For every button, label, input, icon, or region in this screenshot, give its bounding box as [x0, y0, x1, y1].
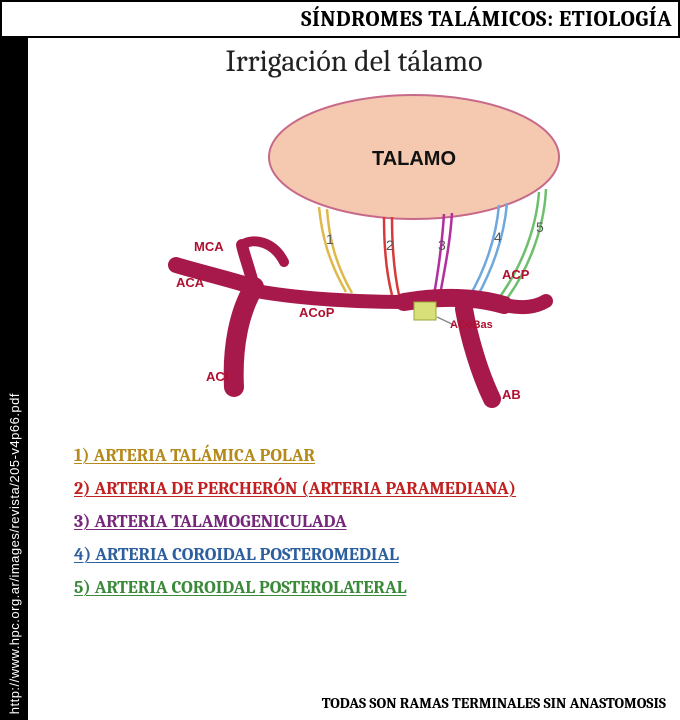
- artery-item-3: 3) ARTERIA TALAMOGENICULADA: [74, 511, 660, 532]
- artery-num: 2): [74, 478, 90, 499]
- content-area: Irrigación del tálamo TALAMO: [28, 38, 680, 720]
- artery-name: ARTERIA TALAMOGENICULADA: [94, 511, 346, 532]
- header-title: SÍNDROMES TALÁMICOS: ETIOLOGÍA: [301, 6, 672, 32]
- label-acp: ACP: [502, 267, 529, 282]
- source-rail: http://www.hpc.org.ar/images/revista/205…: [0, 38, 28, 720]
- artery-num: 3): [74, 511, 91, 532]
- label-aci: ACI: [206, 369, 228, 384]
- artery-item-1: 1) ARTERIA TALÁMICA POLAR: [74, 445, 660, 466]
- artery-name: ARTERIA COROIDAL POSTEROMEDIAL: [95, 544, 399, 565]
- label-mca: MCA: [194, 239, 224, 254]
- subtitle: Irrigación del tálamo: [38, 44, 670, 79]
- artery-item-4: 4) ARTERIA COROIDAL POSTEROMEDIAL: [74, 544, 660, 565]
- artery-name: ARTERIA TALÁMICA POLAR: [94, 445, 316, 466]
- artery-name: ARTERIA COROIDAL POSTEROLATERAL: [95, 577, 407, 598]
- vessel-num-5: 5: [536, 219, 544, 235]
- diagram-wrap: TALAMO: [38, 87, 670, 427]
- thalamus-diagram: TALAMO: [134, 87, 574, 427]
- label-acobas: ACoBas: [450, 319, 493, 331]
- vessel-num-2: 2: [386, 237, 394, 253]
- vessel-num-1: 1: [326, 231, 334, 247]
- artery-name: ARTERIA DE PERCHERÓN (ARTERIA PARAMEDIAN…: [94, 478, 516, 499]
- svg-text:TALAMO: TALAMO: [372, 148, 456, 170]
- artery-num: 4): [74, 544, 91, 565]
- vessel-num-4: 4: [494, 229, 502, 245]
- footer-note: TODAS SON RAMAS TERMINALES SIN ANASTOMOS…: [322, 694, 666, 712]
- artery-list: 1) ARTERIA TALÁMICA POLAR 2) ARTERIA DE …: [38, 445, 670, 598]
- label-aca: ACA: [176, 275, 204, 290]
- artery-item-5: 5) ARTERIA COROIDAL POSTEROLATERAL: [74, 577, 660, 598]
- artery-num: 1): [74, 445, 90, 466]
- vessel-num-3: 3: [438, 237, 446, 253]
- artery-num: 5): [74, 577, 91, 598]
- label-acop: ACoP: [299, 305, 334, 320]
- header-bar: SÍNDROMES TALÁMICOS: ETIOLOGÍA: [0, 0, 680, 38]
- label-ab: AB: [502, 387, 521, 402]
- source-url: http://www.hpc.org.ar/images/revista/205…: [7, 393, 22, 714]
- artery-item-2: 2) ARTERIA DE PERCHERÓN (ARTERIA PARAMED…: [74, 478, 660, 499]
